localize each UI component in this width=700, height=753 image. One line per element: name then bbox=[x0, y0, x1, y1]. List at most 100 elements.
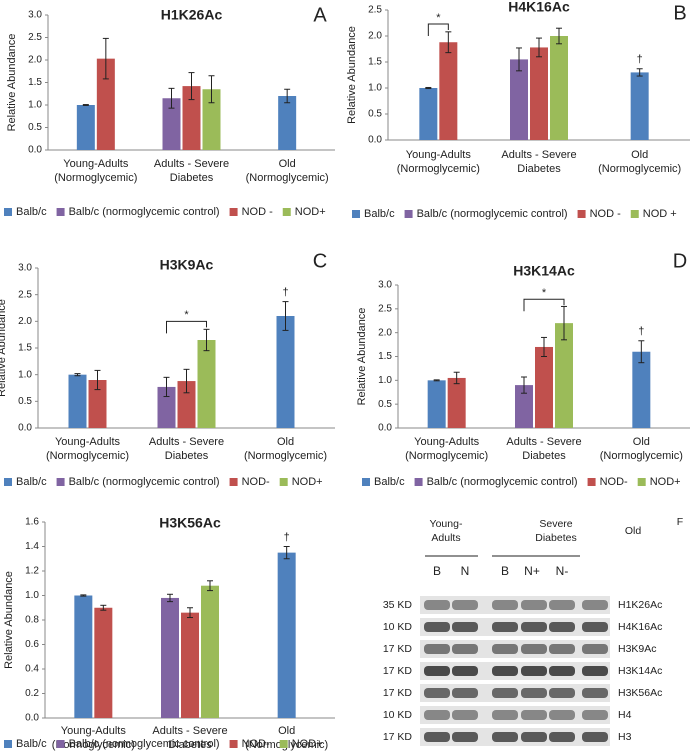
lane-label: N bbox=[461, 564, 470, 578]
y-tick-label: 2.0 bbox=[18, 316, 32, 327]
blot-band bbox=[492, 600, 518, 610]
bar bbox=[447, 377, 466, 428]
legend-label: NOD + bbox=[643, 208, 677, 220]
legend-swatch bbox=[577, 210, 586, 218]
legend-swatch bbox=[56, 208, 65, 216]
error-bar bbox=[100, 604, 107, 611]
panel-letter: C bbox=[313, 250, 327, 272]
legend-swatch bbox=[56, 740, 65, 748]
blot-band bbox=[549, 600, 575, 610]
blot-band bbox=[549, 688, 575, 698]
y-tick-label: 0.4 bbox=[25, 664, 39, 675]
legend-label: Balb/c (normoglycemic control) bbox=[69, 476, 220, 488]
error-bar bbox=[207, 580, 213, 592]
bar bbox=[157, 386, 176, 428]
legend-label: Balb/c bbox=[374, 476, 405, 488]
x-tick-label: (Normoglycemic) bbox=[52, 739, 135, 751]
blot-band bbox=[521, 688, 547, 698]
legend-swatch bbox=[279, 740, 288, 748]
error-bar bbox=[183, 368, 190, 394]
error-bar bbox=[187, 607, 193, 619]
bar bbox=[632, 351, 651, 428]
bar bbox=[510, 59, 528, 140]
y-tick-label: 0.2 bbox=[25, 688, 39, 699]
error-bar bbox=[208, 75, 215, 104]
y-axis-label: Relative Abundance bbox=[356, 308, 368, 406]
annotation: † bbox=[638, 326, 644, 338]
blot-band bbox=[582, 666, 608, 676]
legend-swatch bbox=[587, 478, 596, 486]
blot-band bbox=[521, 732, 547, 742]
error-bar bbox=[445, 31, 452, 54]
bar bbox=[94, 607, 113, 718]
x-tick-label: Old bbox=[633, 436, 650, 448]
legend-swatch bbox=[414, 478, 423, 486]
annotation: † bbox=[282, 287, 288, 299]
annotation: * bbox=[184, 309, 189, 321]
error-bar bbox=[102, 37, 109, 80]
x-tick-label: Young-Adults bbox=[61, 725, 127, 737]
legend-swatch bbox=[229, 208, 238, 216]
legend-label: NOD- bbox=[600, 476, 628, 488]
bar bbox=[161, 597, 179, 718]
blot-band bbox=[521, 600, 547, 610]
legend-swatch bbox=[4, 740, 12, 748]
significance-bracket bbox=[427, 23, 449, 37]
error-bar bbox=[516, 47, 522, 72]
x-tick-label: (Normoglycemic) bbox=[46, 450, 129, 462]
x-tick-label: (Normoglycemic) bbox=[244, 450, 327, 462]
blot-band bbox=[582, 732, 608, 742]
blot-band bbox=[424, 644, 450, 654]
y-tick-label: 2.5 bbox=[18, 289, 32, 300]
bar bbox=[550, 36, 568, 140]
antibody-label: H3 bbox=[618, 731, 632, 743]
error-bar bbox=[282, 301, 289, 331]
error-bar bbox=[425, 86, 432, 90]
y-tick-label: 2.0 bbox=[368, 31, 382, 42]
error-bar bbox=[82, 104, 89, 106]
legend-label: Balb/c (normoglycemic control) bbox=[69, 738, 220, 750]
y-tick-label: 1.5 bbox=[378, 351, 392, 362]
x-tick-label: Adults - Severe bbox=[506, 436, 581, 448]
blot-band bbox=[452, 666, 478, 676]
bar bbox=[182, 86, 201, 150]
blot-band bbox=[582, 622, 608, 632]
legend-swatch bbox=[4, 208, 12, 216]
error-bar bbox=[163, 376, 170, 398]
blot-band bbox=[582, 710, 608, 720]
legend-label: NOD+ bbox=[292, 476, 323, 488]
panel-letter: B bbox=[673, 2, 686, 24]
bar bbox=[419, 88, 438, 140]
x-tick-label: Old bbox=[277, 436, 294, 448]
size-label: 17 KD bbox=[383, 687, 413, 699]
bar bbox=[278, 96, 297, 150]
y-tick-label: 1.5 bbox=[28, 77, 42, 88]
y-tick-label: 1.5 bbox=[18, 343, 32, 354]
group-label: Diabetes bbox=[535, 532, 576, 544]
lane-label: B bbox=[433, 564, 441, 578]
y-tick-label: 3.0 bbox=[18, 263, 32, 274]
lane-label: B bbox=[501, 564, 509, 578]
legend-swatch bbox=[637, 478, 646, 486]
blot-band bbox=[549, 732, 575, 742]
y-tick-label: 2.0 bbox=[28, 55, 42, 66]
size-label: 10 KD bbox=[383, 621, 413, 633]
x-tick-label: (Normoglycemic) bbox=[598, 163, 681, 175]
y-tick-label: 0.5 bbox=[28, 122, 42, 133]
legend-swatch bbox=[279, 478, 288, 486]
x-tick-label: (Normoglycemic) bbox=[397, 163, 480, 175]
y-tick-label: 0.6 bbox=[25, 639, 39, 650]
legend-label: NOD - bbox=[242, 206, 274, 218]
error-bar bbox=[188, 72, 195, 101]
panel-letter: A bbox=[313, 4, 327, 26]
bar bbox=[68, 374, 87, 428]
error-bar bbox=[94, 369, 101, 391]
y-tick-label: 2.5 bbox=[378, 303, 392, 314]
blot-band bbox=[492, 622, 518, 632]
blot-band bbox=[549, 710, 575, 720]
panel-letter: D bbox=[673, 250, 687, 272]
legend-label: Balb/c (normoglycemic control) bbox=[427, 476, 578, 488]
legend-label: NOD - bbox=[590, 208, 622, 220]
legend-label: Balb/c bbox=[16, 738, 47, 750]
